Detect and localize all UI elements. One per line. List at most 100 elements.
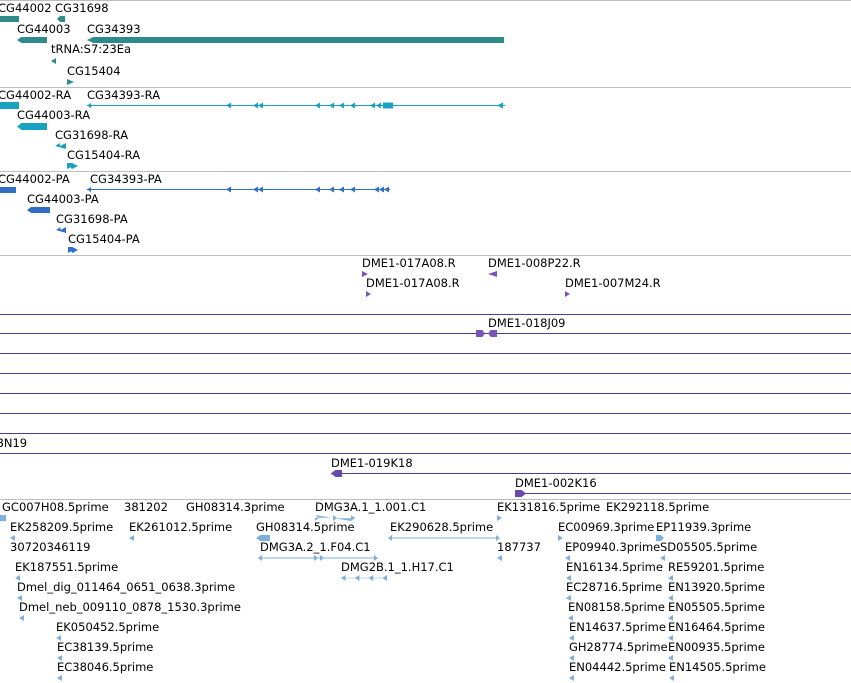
est-feature[interactable] [569, 655, 574, 661]
protein-feature[interactable] [56, 227, 66, 233]
transcript-feature[interactable] [0, 102, 19, 109]
gene-label[interactable]: CG44002 [0, 1, 52, 15]
bac-end-label[interactable]: DME1-017A08.R [362, 256, 456, 270]
est-label[interactable]: EN16464.5prime [668, 620, 765, 634]
clone-end-marker[interactable] [515, 490, 526, 497]
bac-clone-label[interactable]: DME1-002K16 [515, 476, 597, 490]
clone-end-marker[interactable] [476, 330, 485, 337]
est-feature[interactable] [497, 555, 502, 561]
transcript-label[interactable]: CG44003-RA [17, 108, 91, 122]
protein-label[interactable]: CG31698-PA [56, 212, 128, 226]
transcript-label[interactable]: CG31698-RA [55, 128, 129, 142]
est-label[interactable]: GH08314.3prime [186, 500, 285, 514]
est-label[interactable]: EK290628.5prime [390, 520, 494, 534]
transcript-label[interactable]: CG15404-RA [67, 148, 141, 162]
est-label[interactable]: EC00969.3prime [558, 520, 655, 534]
clone-line[interactable] [0, 393, 851, 394]
protein-feature[interactable] [0, 187, 16, 193]
est-feature[interactable] [656, 535, 664, 541]
protein-label[interactable]: CG34393-PA [90, 172, 162, 186]
est-feature[interactable] [315, 515, 355, 521]
est-label[interactable]: 187737 [497, 540, 541, 554]
clone-line[interactable] [0, 333, 851, 334]
est-feature[interactable] [57, 675, 62, 681]
est-feature[interactable] [129, 535, 134, 541]
transcript-feature[interactable] [55, 143, 66, 149]
bac-end-feature[interactable] [565, 291, 570, 297]
est-feature[interactable] [668, 655, 673, 661]
clone-line[interactable] [515, 493, 851, 494]
est-feature[interactable] [558, 535, 563, 541]
gene-label[interactable]: CG34393 [87, 22, 141, 36]
est-feature[interactable] [341, 575, 387, 581]
est-label[interactable]: 381202 [124, 500, 168, 514]
gene-feature[interactable] [57, 16, 65, 22]
bac-clone-label[interactable]: BN19 [0, 436, 28, 450]
bac-clone-label[interactable]: DME1-019K18 [331, 456, 413, 470]
est-feature[interactable] [668, 615, 673, 621]
bac-end-feature[interactable] [488, 271, 497, 277]
est-label[interactable]: RE59201.5prime [668, 560, 765, 574]
est-label[interactable]: EN14505.5prime [669, 660, 766, 674]
est-label[interactable]: Dmel_dig_011464_0651_0638.3prime [17, 580, 236, 594]
est-feature[interactable] [668, 575, 673, 581]
gene-feature[interactable] [51, 58, 56, 64]
clone-line[interactable] [0, 373, 851, 374]
est-label[interactable]: EK292118.5prime [606, 500, 710, 514]
transcript-label[interactable]: CG34393-RA [87, 88, 161, 102]
gene-label[interactable]: CG31698 [55, 1, 109, 15]
est-label[interactable]: EK131816.5prime [497, 500, 601, 514]
transcript-label[interactable]: CG44002-RA [0, 88, 72, 102]
clone-line[interactable] [0, 433, 851, 434]
est-feature[interactable] [568, 615, 573, 621]
gene-label[interactable]: tRNA:S7:23Ea [51, 42, 132, 56]
est-feature[interactable] [565, 555, 570, 561]
transcript-feature[interactable] [67, 163, 78, 169]
est-label[interactable]: EN13920.5prime [668, 580, 765, 594]
est-label[interactable]: EC38139.5prime [57, 640, 154, 654]
est-feature[interactable] [569, 675, 574, 681]
est-label[interactable]: GH28774.5prime [569, 640, 668, 654]
bac-end-label[interactable]: DME1-017A08.R [366, 276, 460, 290]
est-feature[interactable] [15, 575, 20, 581]
transcript-feature[interactable] [17, 123, 47, 130]
est-feature[interactable] [388, 534, 500, 542]
protein-feature[interactable] [27, 207, 50, 213]
est-label[interactable]: EP09940.3prime [565, 540, 661, 554]
est-label[interactable]: SD05505.5prime [660, 540, 758, 554]
bac-end-label[interactable]: DME1-008P22.R [488, 256, 581, 270]
clone-end-marker[interactable] [331, 470, 342, 477]
gene-label[interactable]: CG15404 [67, 64, 121, 78]
est-label[interactable]: DMG3A.2_1.F04.C1 [260, 540, 371, 554]
clone-line[interactable] [0, 314, 851, 315]
est-label[interactable]: 30720346119 [10, 540, 91, 554]
est-feature[interactable] [497, 515, 502, 521]
est-label[interactable]: EC28716.5prime [566, 580, 663, 594]
est-label[interactable]: EC38046.5prime [57, 660, 154, 674]
est-feature[interactable] [668, 635, 673, 641]
est-label[interactable]: EK187551.5prime [15, 560, 119, 574]
bac-end-label[interactable]: DME1-007M24.R [565, 276, 661, 290]
est-label[interactable]: EN08158.5prime [568, 600, 665, 614]
clone-line[interactable] [0, 413, 851, 414]
est-label[interactable]: EK050452.5prime [56, 620, 160, 634]
est-feature[interactable] [56, 635, 61, 641]
clone-line[interactable] [0, 453, 851, 454]
est-label[interactable]: EK258209.5prime [10, 520, 114, 534]
gene-feature[interactable] [87, 37, 504, 43]
est-feature[interactable] [17, 595, 22, 601]
protein-label[interactable]: CG15404-PA [68, 232, 140, 246]
protein-label[interactable]: CG44003-PA [27, 192, 99, 206]
protein-label[interactable]: CG44002-PA [0, 172, 70, 186]
clone-line[interactable] [331, 473, 851, 474]
gene-feature[interactable] [67, 79, 74, 85]
est-feature[interactable] [566, 595, 571, 601]
clone-line[interactable] [0, 353, 851, 354]
est-label[interactable]: EN04442.5prime [569, 660, 666, 674]
est-label[interactable]: EN16134.5prime [566, 560, 663, 574]
est-label[interactable]: Dmel_neb_009110_0878_1530.3prime [19, 600, 241, 614]
est-label[interactable]: GC007H08.5prime [2, 500, 109, 514]
est-feature[interactable] [57, 655, 62, 661]
bac-end-feature[interactable] [362, 271, 368, 277]
gene-label[interactable]: CG44003 [17, 22, 71, 36]
